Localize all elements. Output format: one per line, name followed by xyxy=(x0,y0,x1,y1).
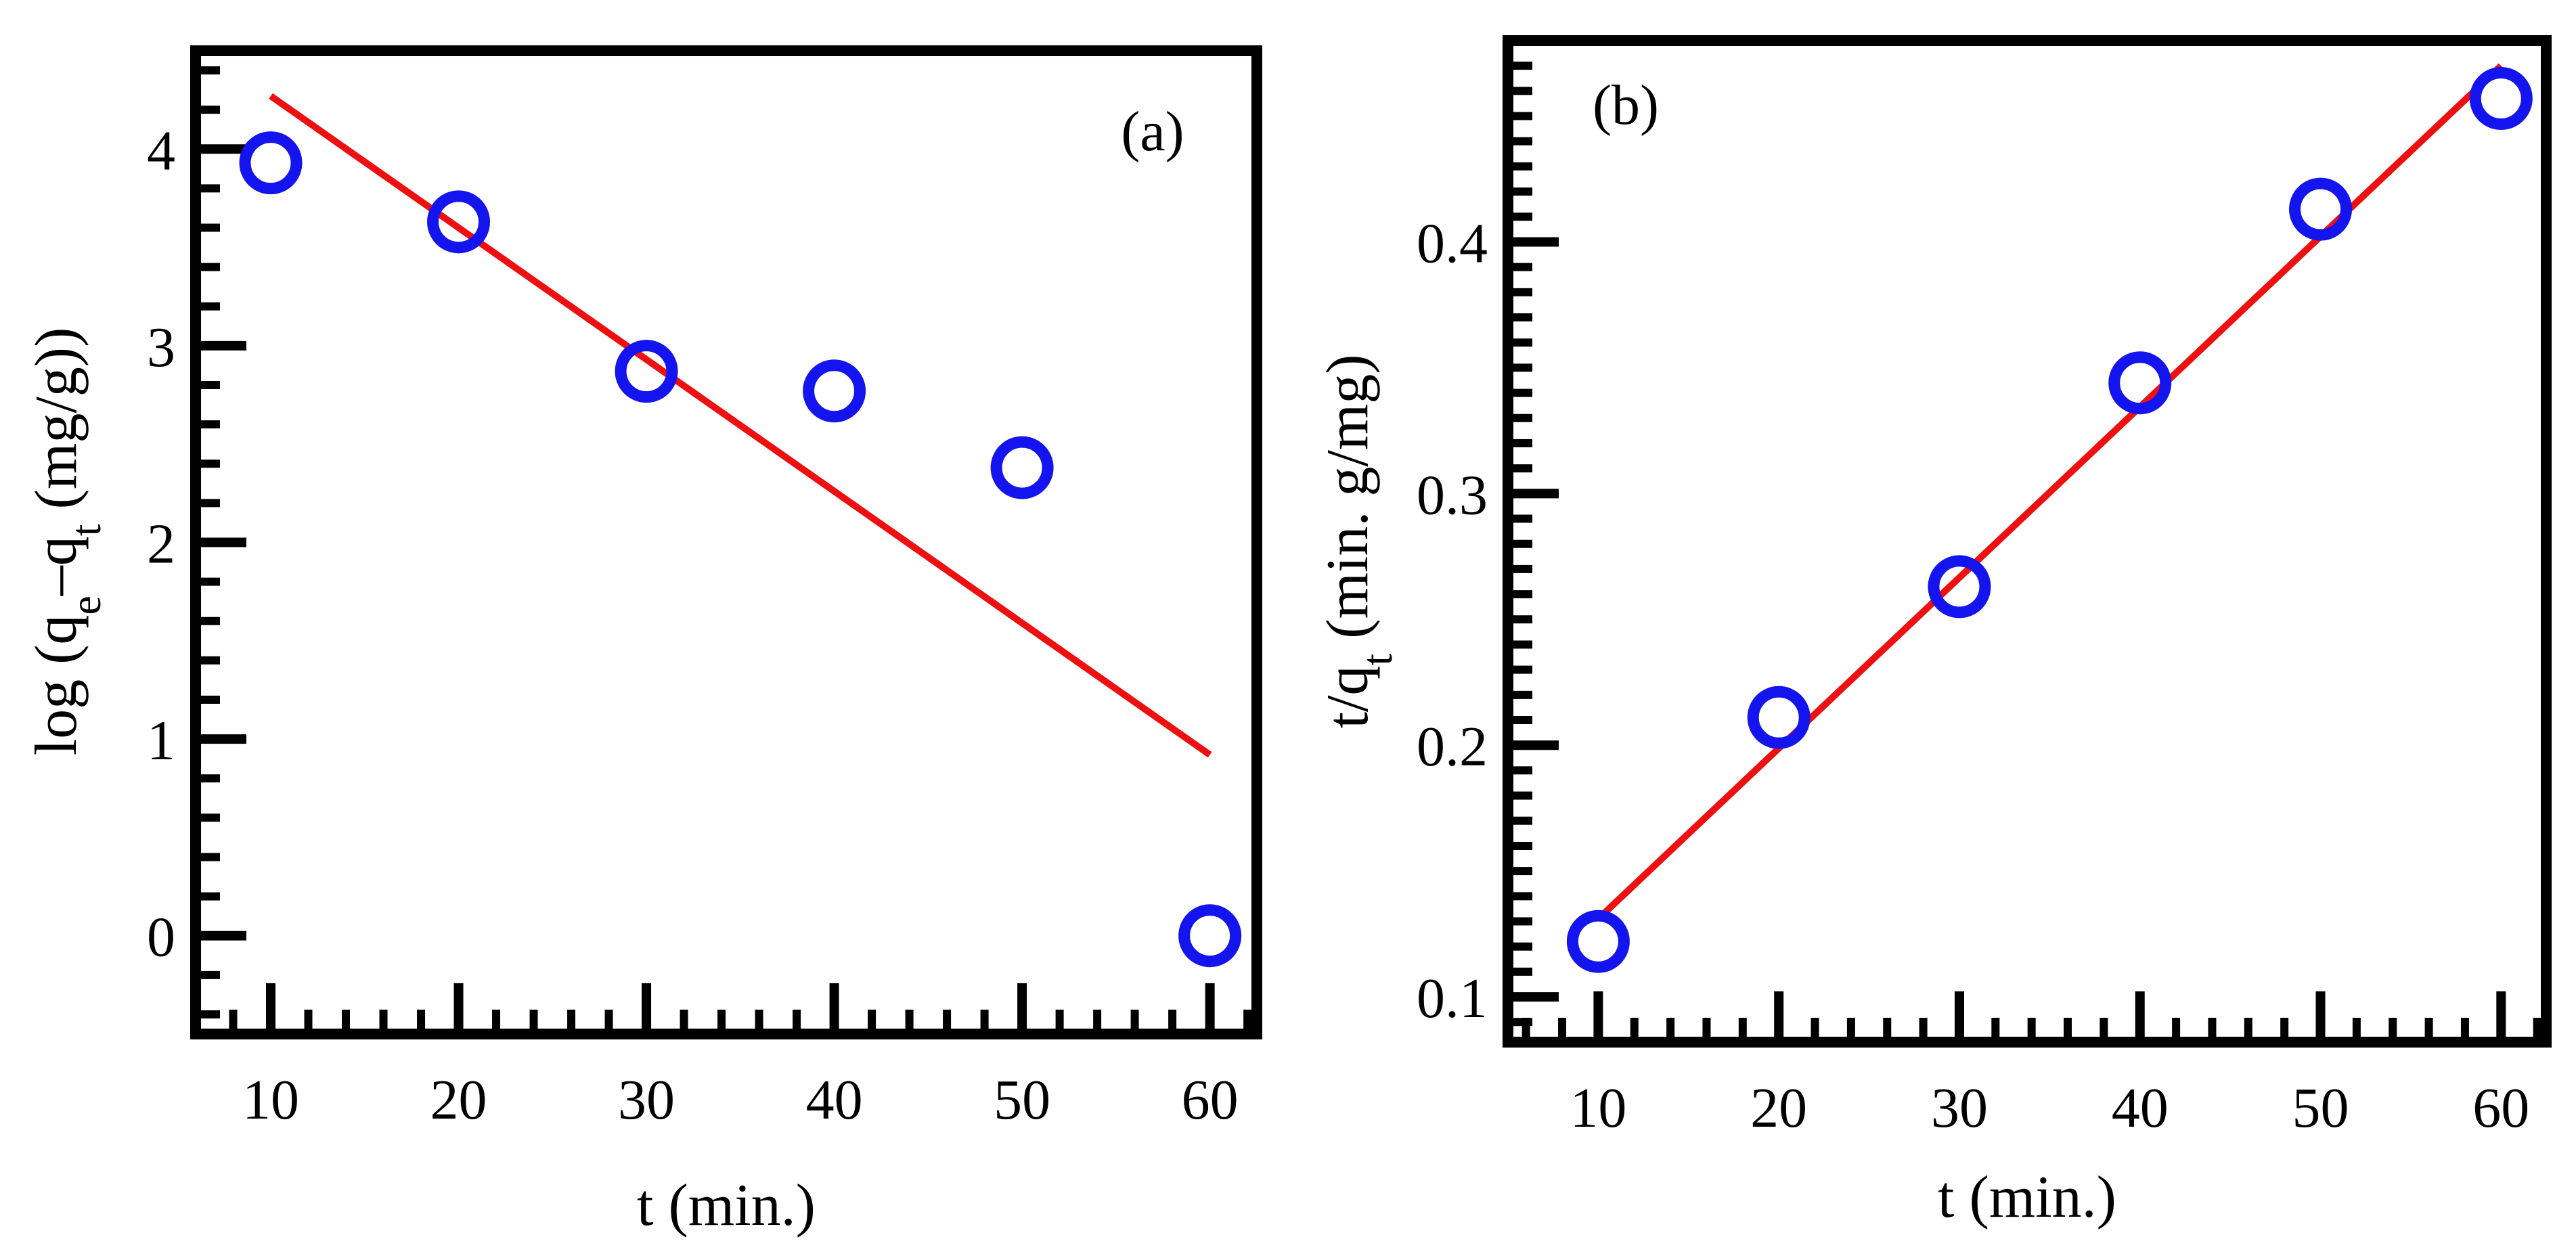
y-axis-title-a-prefix: log (q xyxy=(24,615,89,756)
x-axis-title-a: t (min.) xyxy=(637,1173,816,1238)
data-point-a-5 xyxy=(1178,904,1242,968)
y-tick-label-b-0: 0.1 xyxy=(1417,967,1488,1030)
minor-ticks-b xyxy=(1508,62,2541,1042)
y-axis-title-a-mid: –q xyxy=(24,536,89,596)
major-ticks-a xyxy=(196,144,1215,1034)
x-tick-label-b-0: 10 xyxy=(1570,1077,1626,1140)
plot-frame-a xyxy=(190,45,1262,1039)
y-tick-label-a-2: 2 xyxy=(147,513,175,576)
y-tick-labels-b: 0.1 0.2 0.3 0.4 xyxy=(1417,212,1488,1030)
data-point-a-3 xyxy=(803,359,866,423)
data-point-a-1 xyxy=(427,190,491,254)
data-point-b-4 xyxy=(2289,177,2353,241)
x-tick-label-a-5: 60 xyxy=(1182,1069,1239,1131)
x-tick-labels-b: 10 20 30 40 50 60 xyxy=(1570,1077,2529,1140)
plot-frame-b xyxy=(1503,35,2552,1048)
x-tick-label-a-4: 50 xyxy=(994,1069,1050,1131)
y-tick-label-a-3: 3 xyxy=(147,316,175,379)
y-axis-title-b-sub1: t xyxy=(1353,654,1401,666)
x-tick-label-a-3: 40 xyxy=(806,1069,863,1131)
y-axis-title-b: t/qt (min. g/mg) xyxy=(1315,354,1401,728)
x-tick-label-b-4: 50 xyxy=(2292,1077,2349,1140)
markers-a xyxy=(239,131,1242,968)
y-axis-title-b-prefix: t/q xyxy=(1315,666,1381,729)
panel-b: 10 20 30 40 50 60 0.1 0.2 0.3 0.4 (b) t (min.) t… xyxy=(1315,35,2552,1230)
x-tick-label-a-2: 30 xyxy=(618,1069,675,1131)
y-tick-label-b-1: 0.2 xyxy=(1417,715,1488,778)
y-axis-title-a: log (qe–qt (mg/g)) xyxy=(24,328,110,756)
y-tick-label-b-3: 0.4 xyxy=(1417,212,1488,275)
x-tick-label-b-5: 60 xyxy=(2472,1077,2529,1140)
fit-line-b xyxy=(1595,63,2504,922)
data-point-a-4 xyxy=(990,436,1054,499)
data-point-a-0 xyxy=(239,131,303,195)
panel-a: 10 20 30 40 50 60 0 1 2 3 4 (a) t (min.) log (qe–… xyxy=(24,45,1262,1238)
y-axis-title-a-sub1: e xyxy=(62,596,110,614)
y-tick-labels-a: 0 1 2 3 4 xyxy=(147,119,175,968)
y-tick-label-a-0: 0 xyxy=(147,906,175,969)
data-point-b-2 xyxy=(1928,555,1991,619)
data-point-b-0 xyxy=(1566,909,1630,973)
y-axis-title-b-suffix: (min. g/mg) xyxy=(1315,354,1381,653)
x-tick-label-b-2: 30 xyxy=(1931,1077,1988,1140)
data-point-b-1 xyxy=(1747,686,1811,749)
y-axis-title-a-sub2: t xyxy=(62,524,110,536)
y-tick-label-b-2: 0.3 xyxy=(1417,464,1488,526)
x-tick-label-b-3: 40 xyxy=(2112,1077,2169,1140)
x-tick-label-b-1: 20 xyxy=(1750,1077,1807,1140)
data-point-a-2 xyxy=(615,340,678,403)
x-tick-labels-a: 10 20 30 40 50 60 xyxy=(242,1069,1239,1131)
markers-b xyxy=(1566,67,2533,973)
data-point-b-5 xyxy=(2469,67,2533,131)
panel-label-a: (a) xyxy=(1121,100,1184,163)
fit-line-a xyxy=(269,93,1212,758)
y-tick-label-a-1: 1 xyxy=(147,709,175,772)
y-tick-label-a-4: 4 xyxy=(147,119,175,182)
minor-ticks-a xyxy=(196,66,1252,1034)
x-tick-label-a-1: 20 xyxy=(430,1069,487,1131)
x-tick-label-a-0: 10 xyxy=(242,1069,299,1131)
data-point-b-3 xyxy=(2108,351,2172,415)
major-ticks-b xyxy=(1508,237,2506,1042)
y-axis-title-a-suffix: (mg/g)) xyxy=(24,328,89,524)
panel-label-b: (b) xyxy=(1593,74,1659,137)
x-axis-title-b: t (min.) xyxy=(1938,1165,2116,1230)
